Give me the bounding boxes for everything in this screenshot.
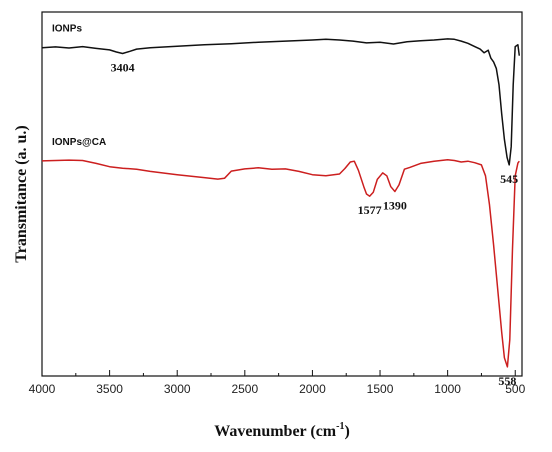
x-tick-label: 1500 [367, 382, 394, 396]
x-tick-label: 3500 [96, 382, 123, 396]
peak-label: 3404 [111, 60, 135, 74]
x-tick-label: 3000 [164, 382, 191, 396]
plot-area: IONPs IONPs@CA 3404 545 1577 1390 558 [41, 11, 523, 388]
series-label: IONPs@CA [52, 137, 106, 148]
y-axis-title: Transmitance (a. u.) [13, 125, 30, 262]
peak-label: 1577 [358, 203, 382, 217]
x-tick-label: 2500 [231, 382, 258, 396]
series-line-2 [41, 159, 520, 368]
peak-label: 558 [498, 374, 516, 388]
series-label: IONPs [52, 24, 82, 35]
x-axis: 4000 3500 3000 2500 2000 1500 1000 500 [29, 370, 526, 396]
x-tick-label: 1000 [434, 382, 461, 396]
x-axis-title-superscript: -1 [336, 421, 344, 432]
x-axis-title-main: Wavenumber (cm [214, 423, 337, 440]
peak-label: 545 [500, 172, 518, 186]
x-tick-label: 4000 [29, 382, 56, 396]
x-tick-label: 2000 [299, 382, 326, 396]
x-tick-label: 500 [505, 382, 525, 396]
x-axis-title-close: ) [344, 423, 349, 440]
peak-label: 1390 [383, 198, 407, 212]
x-axis-title: Wavenumber (cm-1) [214, 421, 350, 440]
series-line-1 [41, 38, 521, 166]
plot-frame [41, 11, 523, 377]
